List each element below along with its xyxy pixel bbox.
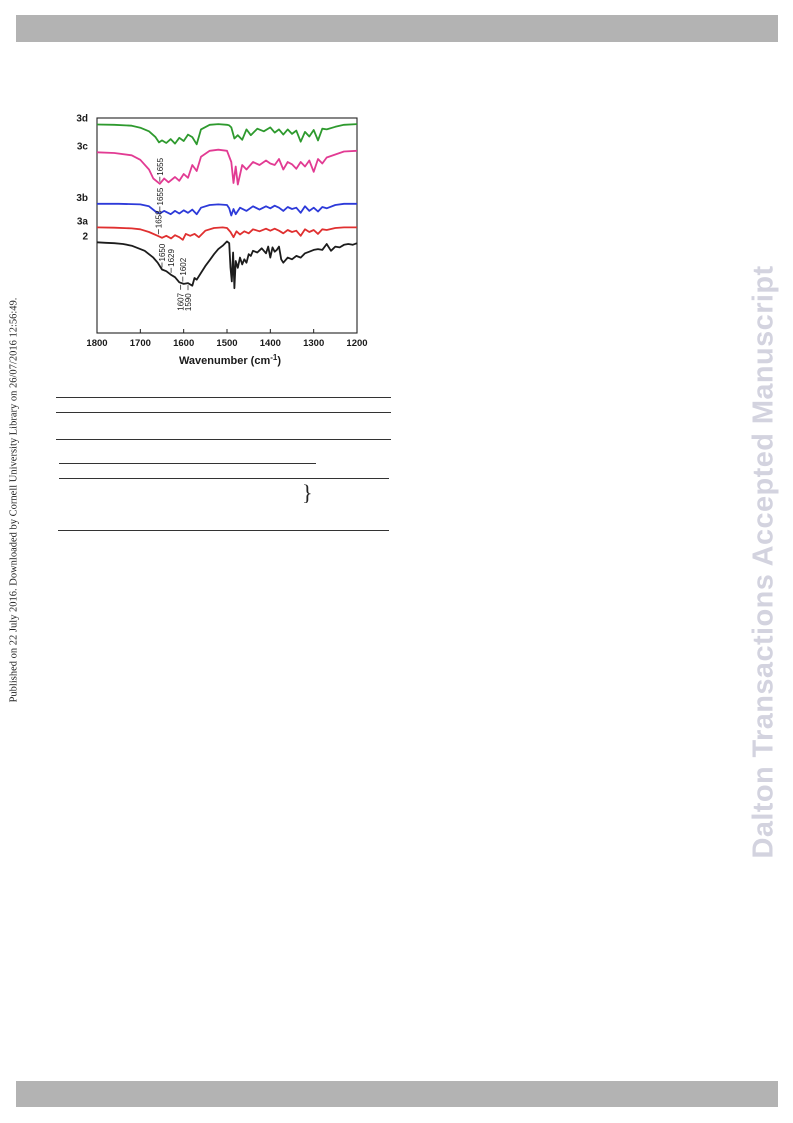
table-rule-bottom	[58, 530, 389, 531]
annotation-label: 1602	[179, 257, 188, 275]
header-bar	[16, 15, 778, 42]
series-label-3c: 3c	[77, 141, 89, 152]
annotation-label: 1590	[184, 293, 193, 311]
peak-annotation: 1655	[156, 187, 165, 212]
annotation-label: 1629	[167, 249, 176, 267]
series-label-3b: 3b	[76, 193, 88, 204]
series-label-3d: 3d	[76, 114, 88, 125]
peak-annotation: 1590	[184, 285, 193, 311]
peak-annotation: 1629	[167, 249, 176, 273]
series-line-2	[96, 240, 358, 290]
annotation-label: 1655	[156, 187, 165, 205]
x-axis-title: Wavenumber (cm-1)	[179, 353, 281, 367]
peak-annotation: 1602	[179, 257, 188, 282]
x-tick-label: 1200	[346, 338, 367, 349]
series-line-3a	[96, 226, 357, 241]
series-line-3d	[96, 123, 358, 146]
x-tick-label: 1600	[173, 338, 194, 349]
annotation-label: 1650	[158, 243, 167, 261]
x-axis: 1800 1700 1600 1500 1400 1300 1200	[86, 329, 368, 349]
peak-annotation: 1650	[158, 243, 167, 268]
x-tick-label: 1300	[303, 338, 324, 349]
annotation-label: 1658	[155, 210, 164, 228]
series-label-2: 2	[82, 231, 88, 242]
table-rule-top	[56, 397, 391, 398]
peak-annotation: 1655	[156, 157, 165, 182]
watermark-text: Dalton Transactions Accepted Manuscript	[747, 265, 780, 859]
annotation-label: 1607	[177, 292, 186, 310]
x-tick-label: 1700	[130, 338, 151, 349]
annotation-label: 1655	[156, 157, 165, 175]
peak-annotation: 1658	[155, 210, 164, 235]
series-group	[96, 123, 358, 290]
x-tick-label: 1500	[216, 338, 237, 349]
table-rule-sub2	[59, 478, 389, 479]
x-axis-title-superscript: -1	[270, 353, 278, 362]
x-axis-title-main: Wavenumber (cm	[179, 355, 271, 367]
table-rule-header	[56, 412, 391, 413]
footer-bar	[16, 1081, 778, 1107]
table-rule-mid	[56, 439, 391, 440]
series-labels: 3d 3c 3b 3a 2	[76, 114, 88, 243]
x-tick-label: 1400	[260, 338, 281, 349]
series-line-3b	[97, 202, 357, 217]
x-tick-label: 1800	[86, 338, 107, 349]
series-line-3c	[96, 148, 358, 186]
peak-annotation: 1607	[177, 284, 186, 311]
x-axis-title-close: )	[277, 355, 281, 367]
table-rule-sub	[59, 463, 316, 464]
table-brace: }	[302, 480, 313, 505]
series-label-3a: 3a	[77, 216, 89, 227]
publication-stamp-text: Published on 22 July 2016. Downloaded by…	[8, 297, 20, 703]
